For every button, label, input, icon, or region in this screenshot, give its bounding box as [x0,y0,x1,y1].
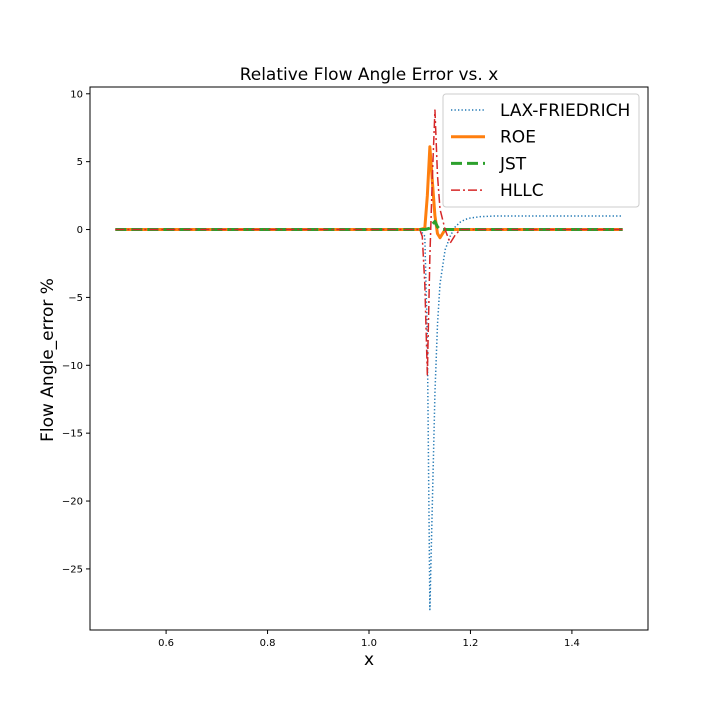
x-tick-label: 1.4 [564,638,580,649]
y-tick-label: −10 [62,361,83,372]
chart-title: Relative Flow Angle Error vs. x [240,65,499,85]
y-tick-label: 5 [77,157,83,168]
y-tick-label: −5 [68,293,83,304]
x-tick-label: 1.2 [463,638,479,649]
legend: LAX-FRIEDRICH ROE JST HLLC [442,93,640,208]
series-line-lax-friedrich [115,215,623,611]
series-line-hllc [115,109,623,376]
y-tick-label: 10 [70,89,83,100]
legend-label: HLLC [500,181,544,201]
legend-label: ROE [500,128,536,148]
x-tick-label: 0.6 [158,638,174,649]
x-tick-label: 1.0 [361,638,377,649]
x-axis: 0.6 0.8 1.0 1.2 1.4 [158,630,580,649]
y-tick-label: −15 [62,429,83,440]
y-axis-label: Flow Angle_error % [38,278,58,442]
legend-box [442,93,640,208]
series-layer [115,109,623,611]
y-tick-label: 0 [77,225,83,236]
series-line-jst [115,219,623,232]
y-tick-label: −25 [62,564,83,575]
y-tick-label: −20 [62,497,83,508]
legend-label: LAX-FRIEDRICH [500,101,630,121]
y-axis: 10 5 0 −5 −10 −15 −20 −25 [62,89,90,575]
legend-label: JST [499,154,527,174]
x-tick-label: 0.8 [260,638,276,649]
x-axis-label: x [364,650,374,670]
